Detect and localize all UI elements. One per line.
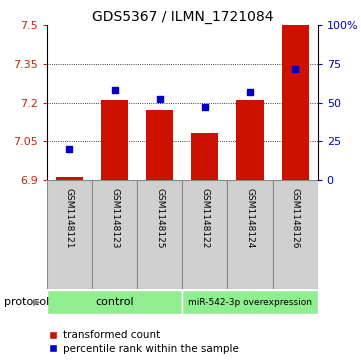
Bar bbox=[182, 180, 227, 289]
Text: GSM1148124: GSM1148124 bbox=[245, 188, 255, 249]
Bar bbox=[227, 180, 273, 289]
Bar bbox=[47, 180, 92, 289]
Bar bbox=[92, 180, 137, 289]
Point bbox=[292, 66, 298, 72]
Bar bbox=[236, 100, 264, 180]
Text: ▶: ▶ bbox=[32, 297, 40, 307]
Point bbox=[112, 87, 118, 93]
Legend: transformed count, percentile rank within the sample: transformed count, percentile rank withi… bbox=[45, 326, 243, 358]
Bar bbox=[146, 110, 173, 180]
Bar bbox=[191, 133, 218, 180]
Text: GSM1148125: GSM1148125 bbox=[155, 188, 164, 249]
Point bbox=[67, 146, 73, 152]
Text: GSM1148126: GSM1148126 bbox=[291, 188, 300, 249]
Bar bbox=[273, 180, 318, 289]
Bar bbox=[282, 25, 309, 180]
Text: GSM1148123: GSM1148123 bbox=[110, 188, 119, 249]
Bar bbox=[101, 100, 128, 180]
Bar bbox=[137, 180, 182, 289]
Text: GSM1148121: GSM1148121 bbox=[65, 188, 74, 249]
Point bbox=[247, 89, 253, 95]
Point bbox=[157, 97, 162, 102]
Title: GDS5367 / ILMN_1721084: GDS5367 / ILMN_1721084 bbox=[92, 11, 273, 24]
Text: protocol: protocol bbox=[4, 297, 49, 307]
Text: GSM1148122: GSM1148122 bbox=[200, 188, 209, 249]
Bar bbox=[182, 290, 318, 314]
Text: miR-542-3p overexpression: miR-542-3p overexpression bbox=[188, 298, 312, 307]
Text: control: control bbox=[95, 297, 134, 307]
Bar bbox=[47, 290, 182, 314]
Bar bbox=[56, 177, 83, 180]
Point bbox=[202, 104, 208, 110]
